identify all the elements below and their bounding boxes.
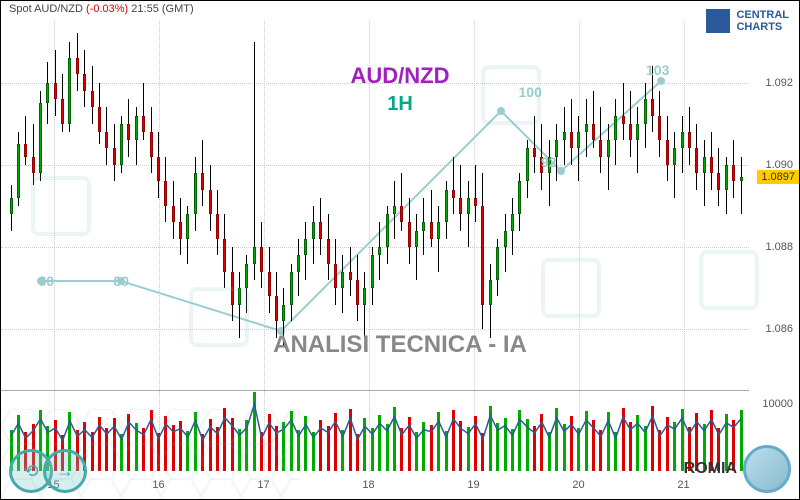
pair-title: AUD/NZD xyxy=(351,63,450,89)
trend-label: 103 xyxy=(646,62,669,78)
assistant-name: ROMIA xyxy=(684,460,737,478)
watermark-icon xyxy=(699,250,759,310)
instrument-label: Spot AUD/NZD xyxy=(9,3,83,15)
brand-logo: CENTRALCHARTS xyxy=(706,9,789,33)
assistant-avatar-icon xyxy=(743,445,791,493)
assistant-badge[interactable]: ROMIA xyxy=(684,445,791,493)
watermark-icon xyxy=(189,287,249,347)
watermark-icon xyxy=(481,65,541,125)
price-axis: 1.0861.0881.0901.092 xyxy=(749,21,799,391)
nav-forward-icon[interactable]: → xyxy=(43,449,87,493)
pct-change: (-0.03%) xyxy=(86,3,128,15)
trend-label: 92 xyxy=(541,154,557,170)
current-price-badge: 1.0897 xyxy=(757,170,799,184)
time-label: 21:55 (GMT) xyxy=(131,3,193,15)
logo-icon xyxy=(706,9,730,33)
nav-controls: ⟲ → xyxy=(9,449,77,493)
trend-label: 80 xyxy=(114,273,130,289)
timeframe-title: 1H xyxy=(387,93,413,116)
logo-text: CENTRALCHARTS xyxy=(736,9,789,33)
watermark-icon xyxy=(541,258,601,318)
trend-label: 80 xyxy=(39,273,55,289)
analysis-title: ANALISI TECNICA - IA xyxy=(273,331,527,359)
watermark-icon xyxy=(31,176,91,236)
chart-header: Spot AUD/NZD (-0.03%) 21:55 (GMT) xyxy=(9,3,194,15)
